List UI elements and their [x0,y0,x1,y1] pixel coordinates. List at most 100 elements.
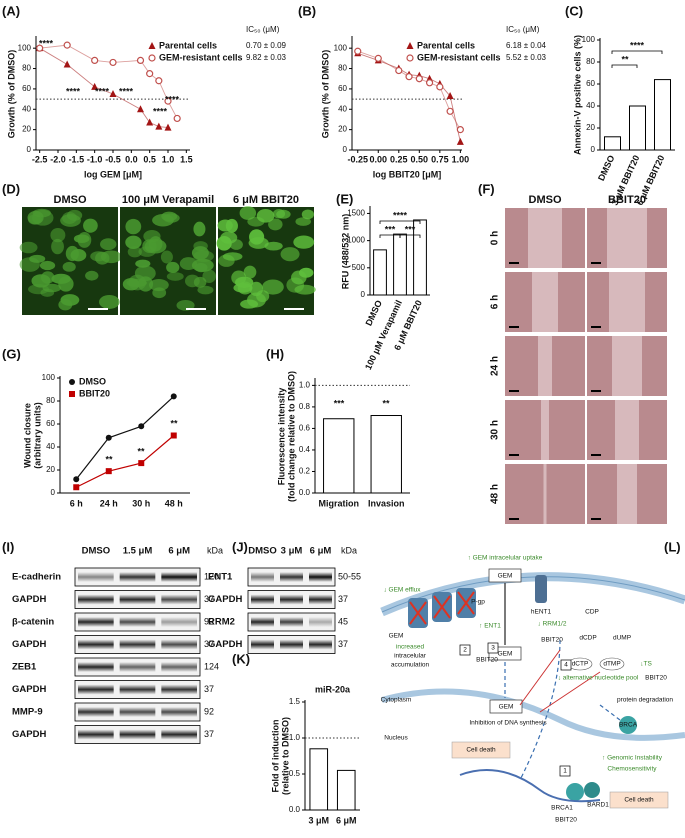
cell [179,257,198,271]
series-line [75,435,175,488]
pgp-pumps [408,588,476,628]
kda-value: 120 [204,571,219,581]
marker [146,70,154,78]
marker [91,56,99,65]
blot-band [78,572,114,582]
cell [231,270,247,285]
marker [354,47,362,55]
bar [413,219,427,296]
diagram-text: intracelular [394,653,427,660]
marker [456,137,464,145]
significance: ** [137,446,145,456]
y-tick-label: 80 [22,64,31,73]
cell [295,217,311,226]
marker [109,90,117,97]
panel-label: (E) [336,191,353,206]
cell [128,274,147,291]
diagram-text: BRCA [619,722,638,729]
cell [58,276,74,292]
protein-label: GAPDH [12,639,46,650]
x-tick-label: 1.5 [180,154,193,164]
cell [50,227,66,243]
step-box [560,659,572,671]
diagram-text: protein degradation [617,697,673,704]
panel-label: (J) [232,539,248,554]
cell [100,250,122,264]
legend-label: Parental cells [417,40,475,50]
cell [39,260,56,271]
y-axis-label: Annexin-V positive cells (%) [572,35,582,155]
protein-label: GAPDH [12,684,46,695]
cell-death-box [609,791,669,809]
marker [146,118,154,126]
lane-label: 6 μM [310,546,332,557]
y-axis-label: Fold of induction [270,720,280,793]
cell [40,288,55,297]
diagram-text: hENT1 [531,609,552,616]
diagram-text: ↓TS [640,661,652,668]
x-tick-label: -1.5 [69,154,85,164]
blot-band [161,707,197,717]
cell [60,294,80,306]
protein-label: ENT1 [208,572,233,583]
cell [163,213,180,223]
legend-label: GEM-resistant cells [159,52,243,62]
marker [69,391,75,397]
diagram-text: dCTP [572,661,589,668]
bar [604,136,621,151]
marker [436,83,444,91]
cell [19,241,38,254]
cell [293,235,315,249]
cell [29,254,46,263]
lane-label: 6 μM [168,546,190,557]
wound-gap [532,272,558,332]
lane-label: DMSO [82,546,111,557]
cell [268,218,283,231]
blot-band [280,617,303,627]
blot-band [161,729,197,740]
ent1-transporter [535,575,547,603]
cell [160,250,173,264]
diagram-text: dUMP [613,635,631,642]
cell [51,238,64,255]
x-tick-label: -2.5 [32,154,48,164]
unit-label: kDa [207,545,223,555]
bracket [611,50,663,54]
blot-band [161,639,197,650]
y-tick-label: 1.0 [299,380,311,389]
cell [217,219,233,232]
diagram-text: BARD1 [587,802,609,809]
bar [629,105,646,151]
blot-band [161,572,197,582]
gem-box [489,699,523,714]
cell-death-box [451,741,511,759]
x-tick-label: 1.0 [162,154,175,164]
inhibition-lines [519,649,601,713]
ic50-value: 6.18 ± 0.04 [506,41,547,50]
marker [137,105,144,113]
diagram-text: Chemosensitivity [607,766,657,773]
panel-label: (C) [565,3,583,18]
y-tick-label: 0.2 [299,467,311,476]
cell [202,269,216,283]
y-tick-label: 1000 [347,236,365,245]
step-box [559,765,571,777]
significance: ** [170,418,178,428]
brca1-protein [566,783,584,801]
marker [73,476,80,483]
cell [166,272,184,281]
kda-value: 92 [204,616,214,626]
kda-value: 37 [204,729,214,739]
cell [262,279,284,295]
diagram-shapes [380,568,685,809]
diagram-text: Inhibition of DNA synthesis [469,720,547,727]
diagram-text: 1 [563,768,567,775]
significance: **** [39,38,54,48]
cell [272,209,286,219]
legend-label: GEM-resistant cells [417,52,501,62]
blot-band [119,707,156,717]
diagram-text: dTMP [603,661,620,668]
y-axis-label: RFU (488/532 nm) [340,214,350,290]
blot-band [78,594,114,605]
blot-band [78,729,114,740]
